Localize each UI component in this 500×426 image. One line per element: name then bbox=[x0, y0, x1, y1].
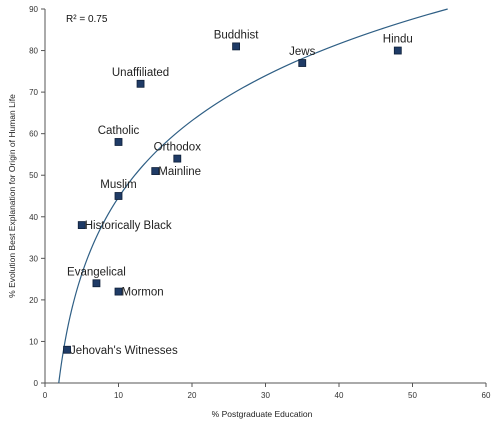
x-tick-label: 60 bbox=[482, 391, 491, 400]
point-label: Catholic bbox=[98, 125, 140, 137]
point-label: Jews bbox=[289, 46, 315, 58]
point-labels: Buddhist Jews Hindu Unaffiliated Catholic Ort… bbox=[67, 29, 413, 356]
axes: 0 10 20 30 40 50 60 0 10 20 30 40 50 60 70 80 90 bbox=[29, 5, 491, 400]
data-point bbox=[173, 154, 182, 163]
data-point bbox=[232, 42, 241, 51]
r-squared-label: R² = 0.75 bbox=[66, 14, 108, 25]
data-point bbox=[114, 138, 123, 146]
point-label: Muslim bbox=[100, 179, 136, 191]
data-point bbox=[298, 59, 307, 67]
data-point bbox=[393, 46, 402, 55]
point-label: Jehovah's Witnesses bbox=[70, 345, 178, 357]
x-tick-label: 20 bbox=[188, 391, 197, 400]
x-tick-label: 10 bbox=[114, 391, 123, 400]
data-point bbox=[114, 287, 123, 296]
point-label: Unaffiliated bbox=[112, 67, 169, 79]
data-point bbox=[63, 345, 71, 354]
data-points bbox=[63, 42, 402, 354]
data-point bbox=[77, 221, 86, 229]
point-label: Hindu bbox=[383, 34, 413, 46]
y-tick-label: 90 bbox=[29, 5, 38, 14]
data-point bbox=[136, 79, 145, 88]
data-point bbox=[151, 167, 160, 175]
y-axis-title: % Evolution Best Explanation for Origin … bbox=[7, 94, 17, 298]
y-tick-label: 10 bbox=[29, 337, 38, 346]
point-label: Evangelical bbox=[67, 266, 126, 278]
y-tick-label: 30 bbox=[29, 254, 38, 263]
point-label: Mormon bbox=[122, 287, 164, 299]
y-tick-label: 60 bbox=[29, 130, 38, 139]
point-label: Mainline bbox=[158, 166, 201, 178]
x-tick-label: 0 bbox=[43, 391, 48, 400]
x-axis-title: % Postgraduate Education bbox=[212, 409, 313, 419]
point-label: Buddhist bbox=[214, 29, 260, 41]
y-tick-label: 40 bbox=[29, 213, 38, 222]
x-tick-label: 30 bbox=[261, 391, 270, 400]
y-tick-label: 80 bbox=[29, 47, 38, 56]
data-point bbox=[92, 279, 101, 288]
x-tick-label: 50 bbox=[408, 391, 417, 400]
point-label: Orthodox bbox=[154, 142, 202, 154]
point-label: Historically Black bbox=[85, 220, 172, 232]
data-point bbox=[114, 192, 123, 200]
y-tick-label: 0 bbox=[34, 379, 39, 388]
x-tick-label: 40 bbox=[335, 391, 344, 400]
y-tick-label: 70 bbox=[29, 88, 38, 97]
y-tick-label: 50 bbox=[29, 171, 38, 180]
y-tick-label: 20 bbox=[29, 296, 38, 305]
